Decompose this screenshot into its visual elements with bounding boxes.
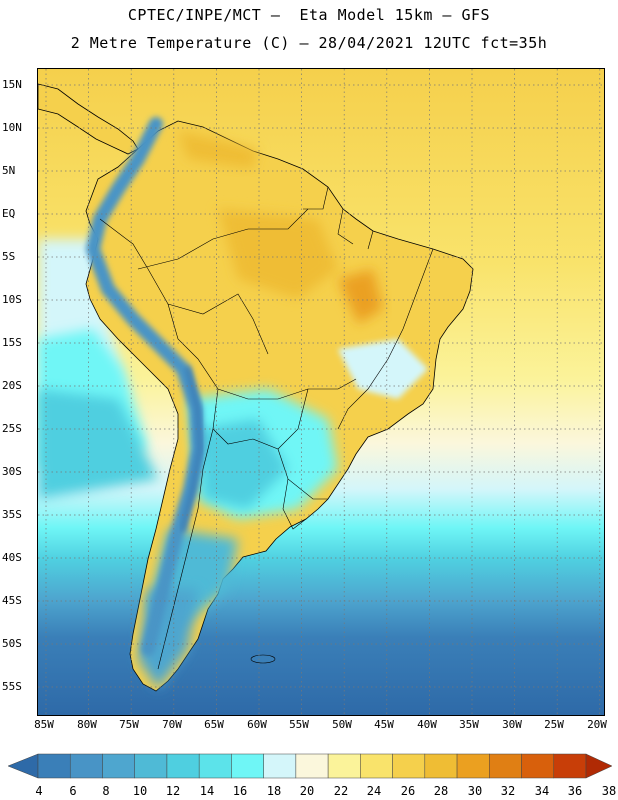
- colorbar-swatch: [392, 753, 426, 779]
- colorbar-label: 28: [433, 784, 449, 798]
- lon-label: 60W: [247, 718, 267, 731]
- colorbar-label: 36: [567, 784, 583, 798]
- andes-cool-ribbon: [85, 117, 206, 656]
- colorbar-label: 14: [199, 784, 215, 798]
- colorbar-swatch: [198, 753, 232, 779]
- lat-label: 30S: [2, 465, 22, 478]
- colorbar-label: 10: [132, 784, 148, 798]
- colorbar-swatch: [295, 753, 329, 779]
- lon-label: 30W: [502, 718, 522, 731]
- colorbar-label: 30: [467, 784, 483, 798]
- colorbar-label: 38: [601, 784, 617, 798]
- lat-label: 5S: [2, 250, 16, 263]
- colorbar-label: 8: [102, 784, 110, 798]
- lat-label: 40S: [2, 551, 22, 564]
- lat-label: 35S: [2, 508, 22, 521]
- lon-label: 55W: [289, 718, 309, 731]
- colorbar-label: 34: [534, 784, 550, 798]
- colorbar-label: 24: [366, 784, 382, 798]
- lat-label: 15S: [2, 336, 22, 349]
- colorbar-label: 32: [500, 784, 516, 798]
- colorbar-label: 26: [400, 784, 416, 798]
- country-borders: [99, 186, 434, 670]
- colorbar-arrow-left: [7, 753, 39, 779]
- colorbar-label: 4: [35, 784, 43, 798]
- lat-label: 55S: [2, 680, 22, 693]
- lon-label: 80W: [77, 718, 97, 731]
- lat-label: 15N: [2, 78, 22, 91]
- central-america: [38, 83, 139, 155]
- map-subtitle: 2 Metre Temperature (C) – 28/04/2021 12U…: [70, 34, 548, 52]
- colorbar-swatch: [102, 753, 135, 779]
- colorbar-label: 12: [165, 784, 181, 798]
- colorbar-label: 22: [333, 784, 349, 798]
- lon-label: 25W: [544, 718, 564, 731]
- lat-label: 10S: [2, 293, 22, 306]
- lon-label: 50W: [332, 718, 352, 731]
- lat-label: 10N: [2, 121, 22, 134]
- color-legend: [7, 753, 613, 779]
- colorbar-arrow-right: [585, 753, 613, 779]
- colorbar-swatch: [166, 753, 200, 779]
- lat-label: EQ: [2, 207, 16, 220]
- lon-label: 45W: [374, 718, 394, 731]
- colorbar-swatch: [521, 753, 555, 779]
- lat-label: 20S: [2, 379, 22, 392]
- lat-label: 25S: [2, 422, 22, 435]
- colorbar-swatch: [553, 753, 587, 779]
- colorbar-label: 6: [69, 784, 77, 798]
- temperature-map[interactable]: [37, 68, 605, 716]
- colorbar-swatch: [69, 753, 103, 779]
- lon-label: 40W: [417, 718, 437, 731]
- colorbar-swatch: [327, 753, 361, 779]
- colorbar-swatch: [231, 753, 264, 779]
- colorbar-swatch: [424, 753, 458, 779]
- lon-label: 75W: [119, 718, 139, 731]
- colorbar-swatch: [37, 753, 71, 779]
- colorbar-swatch: [263, 753, 297, 779]
- colorbar-swatch: [134, 753, 168, 779]
- colorbar-label: 16: [232, 784, 248, 798]
- lat-label: 45S: [2, 594, 22, 607]
- lat-label: 50S: [2, 637, 22, 650]
- colorbar-swatch: [489, 753, 522, 779]
- lon-label: 20W: [587, 718, 607, 731]
- colorbar-swatch: [360, 753, 393, 779]
- lon-label: 70W: [162, 718, 182, 731]
- map-canvas: [38, 69, 604, 715]
- lon-label: 65W: [204, 718, 224, 731]
- lon-label: 35W: [459, 718, 479, 731]
- colorbar-label: 18: [266, 784, 282, 798]
- lat-label: 5N: [2, 164, 16, 177]
- colorbar-label: 20: [299, 784, 315, 798]
- map-title: CPTEC/INPE/MCT – Eta Model 15km – GFS: [127, 6, 491, 24]
- lon-label: 85W: [34, 718, 54, 731]
- colorbar-swatch: [456, 753, 490, 779]
